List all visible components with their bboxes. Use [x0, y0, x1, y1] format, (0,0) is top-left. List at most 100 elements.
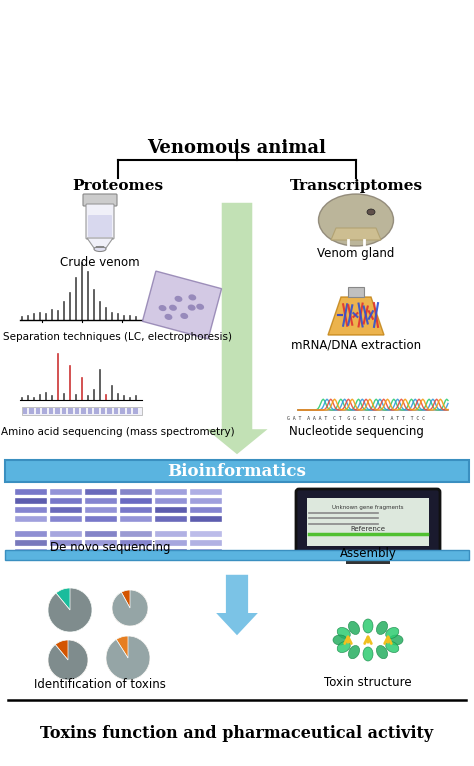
Wedge shape [48, 640, 85, 680]
Text: Nucleotide sequencing: Nucleotide sequencing [289, 425, 423, 438]
Bar [127, 408, 131, 414]
Bar [50, 531, 82, 537]
Text: Venomous animal: Venomous animal [147, 139, 327, 157]
Wedge shape [48, 640, 88, 680]
Wedge shape [112, 590, 148, 626]
Ellipse shape [389, 635, 403, 645]
Text: Bioinformatics: Bioinformatics [168, 463, 306, 480]
Bar [82, 408, 86, 414]
Bar [120, 489, 152, 495]
Bar [15, 549, 47, 555]
Wedge shape [106, 636, 150, 680]
Wedge shape [48, 640, 88, 680]
Bar [50, 549, 82, 555]
Bar [120, 516, 152, 522]
Bar [108, 408, 112, 414]
Bar [190, 498, 222, 504]
Text: Assembly: Assembly [339, 546, 396, 559]
FancyBboxPatch shape [88, 215, 112, 237]
Wedge shape [48, 588, 92, 632]
Bar [15, 489, 47, 495]
Wedge shape [106, 636, 150, 680]
Ellipse shape [169, 305, 177, 311]
Wedge shape [106, 636, 150, 679]
Bar [15, 531, 47, 537]
Text: Venom gland: Venom gland [317, 247, 395, 260]
Ellipse shape [386, 641, 399, 653]
Bar [5, 550, 469, 560]
Bar [29, 408, 34, 414]
Bar [348, 287, 364, 297]
Bar [49, 408, 54, 414]
Bar [15, 540, 47, 546]
Polygon shape [328, 297, 384, 335]
Ellipse shape [319, 194, 393, 246]
Wedge shape [48, 588, 92, 632]
Polygon shape [142, 271, 221, 339]
Text: Separation techniques (LC, electrophoresis): Separation techniques (LC, electrophores… [3, 332, 233, 342]
Wedge shape [48, 588, 92, 632]
Bar [50, 507, 82, 513]
Wedge shape [48, 588, 92, 632]
Ellipse shape [367, 209, 375, 215]
Bar [85, 498, 117, 504]
Polygon shape [87, 238, 113, 248]
Ellipse shape [159, 305, 166, 311]
Ellipse shape [333, 635, 347, 645]
Ellipse shape [363, 619, 373, 633]
Ellipse shape [337, 641, 350, 653]
Bar [15, 498, 47, 504]
Bar [85, 516, 117, 522]
Bar [36, 408, 40, 414]
Ellipse shape [376, 646, 388, 659]
Bar [85, 507, 117, 513]
Text: mRNA/DNA extraction: mRNA/DNA extraction [291, 339, 421, 352]
Wedge shape [48, 588, 91, 632]
Ellipse shape [164, 314, 173, 320]
Bar [190, 507, 222, 513]
Ellipse shape [348, 646, 360, 659]
Bar [69, 408, 73, 414]
Bar [134, 408, 138, 414]
Wedge shape [112, 590, 148, 626]
Bar [50, 498, 82, 504]
Bar [120, 531, 152, 537]
Wedge shape [48, 640, 88, 680]
Wedge shape [112, 590, 148, 624]
Wedge shape [114, 590, 148, 626]
Wedge shape [112, 590, 147, 626]
Bar [120, 507, 152, 513]
Bar [15, 507, 47, 513]
Bar [120, 540, 152, 546]
Bar [155, 516, 187, 522]
Wedge shape [112, 590, 148, 626]
FancyBboxPatch shape [296, 489, 440, 555]
Ellipse shape [337, 627, 350, 639]
Wedge shape [48, 640, 88, 680]
Ellipse shape [188, 305, 196, 311]
Bar [120, 549, 152, 555]
Bar [155, 498, 187, 504]
Bar [85, 531, 117, 537]
Wedge shape [48, 640, 88, 680]
Bar [155, 507, 187, 513]
Ellipse shape [94, 247, 106, 251]
Ellipse shape [180, 313, 188, 319]
Ellipse shape [188, 294, 196, 300]
Wedge shape [106, 636, 150, 680]
Wedge shape [48, 588, 92, 632]
Wedge shape [48, 588, 92, 632]
Bar [94, 408, 99, 414]
Ellipse shape [174, 296, 182, 302]
Bar [85, 540, 117, 546]
Bar [190, 516, 222, 522]
Text: Unknown gene fragments: Unknown gene fragments [332, 506, 404, 510]
Text: Reference: Reference [350, 526, 385, 532]
Text: G A T  A A A T  C T  G G  T C T  T  A T T  T C C: G A T A A A T C T G G T C T T A T T T C … [287, 416, 425, 421]
Bar [75, 408, 80, 414]
Bar [62, 408, 66, 414]
Wedge shape [48, 640, 88, 680]
Bar [190, 549, 222, 555]
Ellipse shape [376, 621, 388, 634]
Bar [85, 489, 117, 495]
